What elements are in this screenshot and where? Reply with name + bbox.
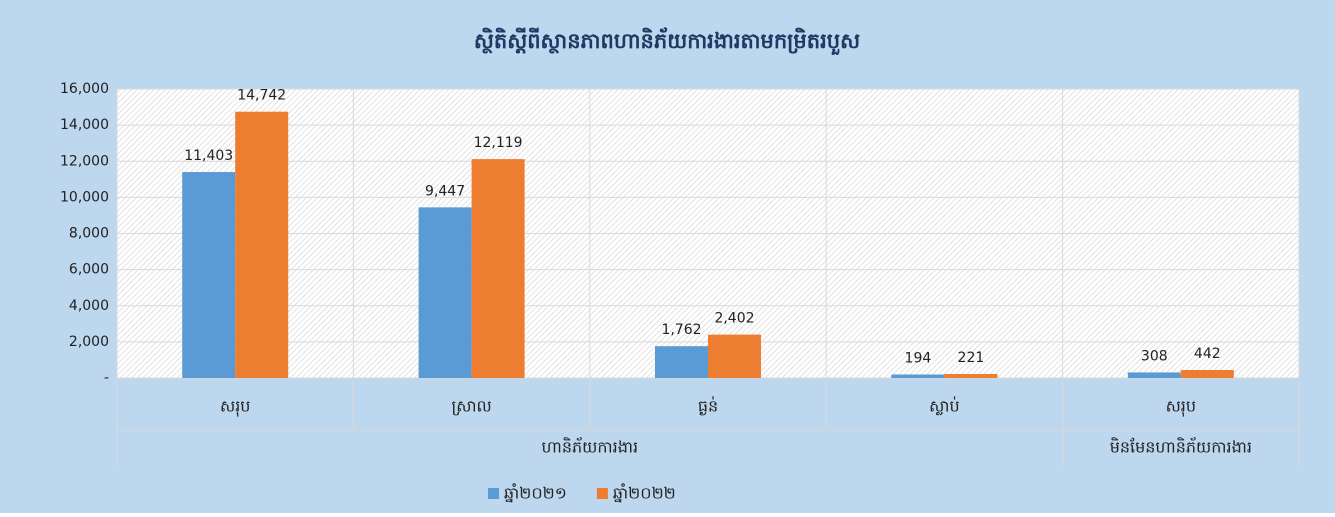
bar: [944, 374, 998, 378]
bar: [1180, 370, 1234, 378]
bar: [235, 111, 289, 378]
x-tick-label: ស្រាល: [451, 397, 491, 416]
value-label: 2,402: [714, 311, 754, 327]
value-label: 9,447: [425, 183, 465, 199]
y-tick-label: 10,000: [60, 189, 109, 205]
y-tick-label: 12,000: [60, 153, 109, 169]
legend-label: ឆ្នាំ២០២២: [613, 483, 676, 503]
bar: [891, 374, 945, 378]
group-label: ហានិភ័យការងារ: [542, 437, 638, 457]
x-tick-label: ធ្ងន់: [698, 396, 718, 416]
value-label: 11,403: [184, 148, 233, 164]
x-tick-label: សរុប: [1166, 397, 1196, 418]
value-label: 1,762: [661, 322, 701, 338]
x-tick-label: សរុប: [220, 397, 250, 418]
bar: [418, 207, 472, 378]
value-label: 308: [1141, 348, 1168, 364]
group-label: មិនមែនហានិភ័យការងារ: [1110, 437, 1252, 457]
bar: [1127, 372, 1181, 378]
y-tick-label: 16,000: [60, 81, 109, 97]
value-label: 442: [1194, 346, 1221, 362]
y-tick-label: -: [104, 370, 109, 386]
value-label: 14,742: [237, 88, 286, 104]
legend-label: ឆ្នាំ២០២១: [504, 483, 567, 503]
value-label: 221: [958, 350, 985, 366]
y-tick-label: 2,000: [69, 334, 109, 350]
bar: [708, 334, 761, 378]
bar: [655, 346, 708, 378]
x-tick-label: ស្លាប់: [929, 396, 959, 416]
legend-swatch: [488, 488, 499, 499]
y-tick-label: 8,000: [69, 226, 109, 242]
y-tick-label: 14,000: [60, 117, 109, 133]
value-label: 194: [905, 350, 932, 366]
y-tick-label: 4,000: [69, 298, 109, 314]
chart-title: ស្ថិតិស្តីពីស្ថានភាពហានិភ័យការងារតាមកម្រ…: [474, 27, 860, 56]
bar: [182, 172, 236, 378]
bar: [471, 159, 525, 378]
y-tick-label: 6,000: [69, 262, 109, 278]
value-label: 12,119: [474, 135, 523, 151]
legend-swatch: [596, 488, 608, 499]
